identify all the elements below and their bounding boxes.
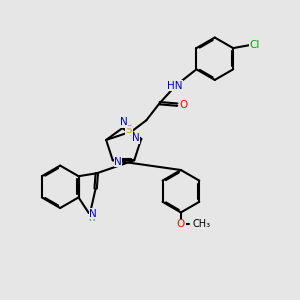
Text: N: N xyxy=(120,117,128,127)
Text: N: N xyxy=(114,157,122,167)
Text: CH₃: CH₃ xyxy=(192,219,210,229)
Text: H: H xyxy=(88,214,94,224)
Text: HN: HN xyxy=(167,80,182,91)
Text: N: N xyxy=(132,134,140,143)
Text: Cl: Cl xyxy=(249,40,260,50)
Text: O: O xyxy=(177,219,185,229)
Text: O: O xyxy=(179,100,187,110)
Text: S: S xyxy=(125,125,132,135)
Text: N: N xyxy=(89,209,97,219)
